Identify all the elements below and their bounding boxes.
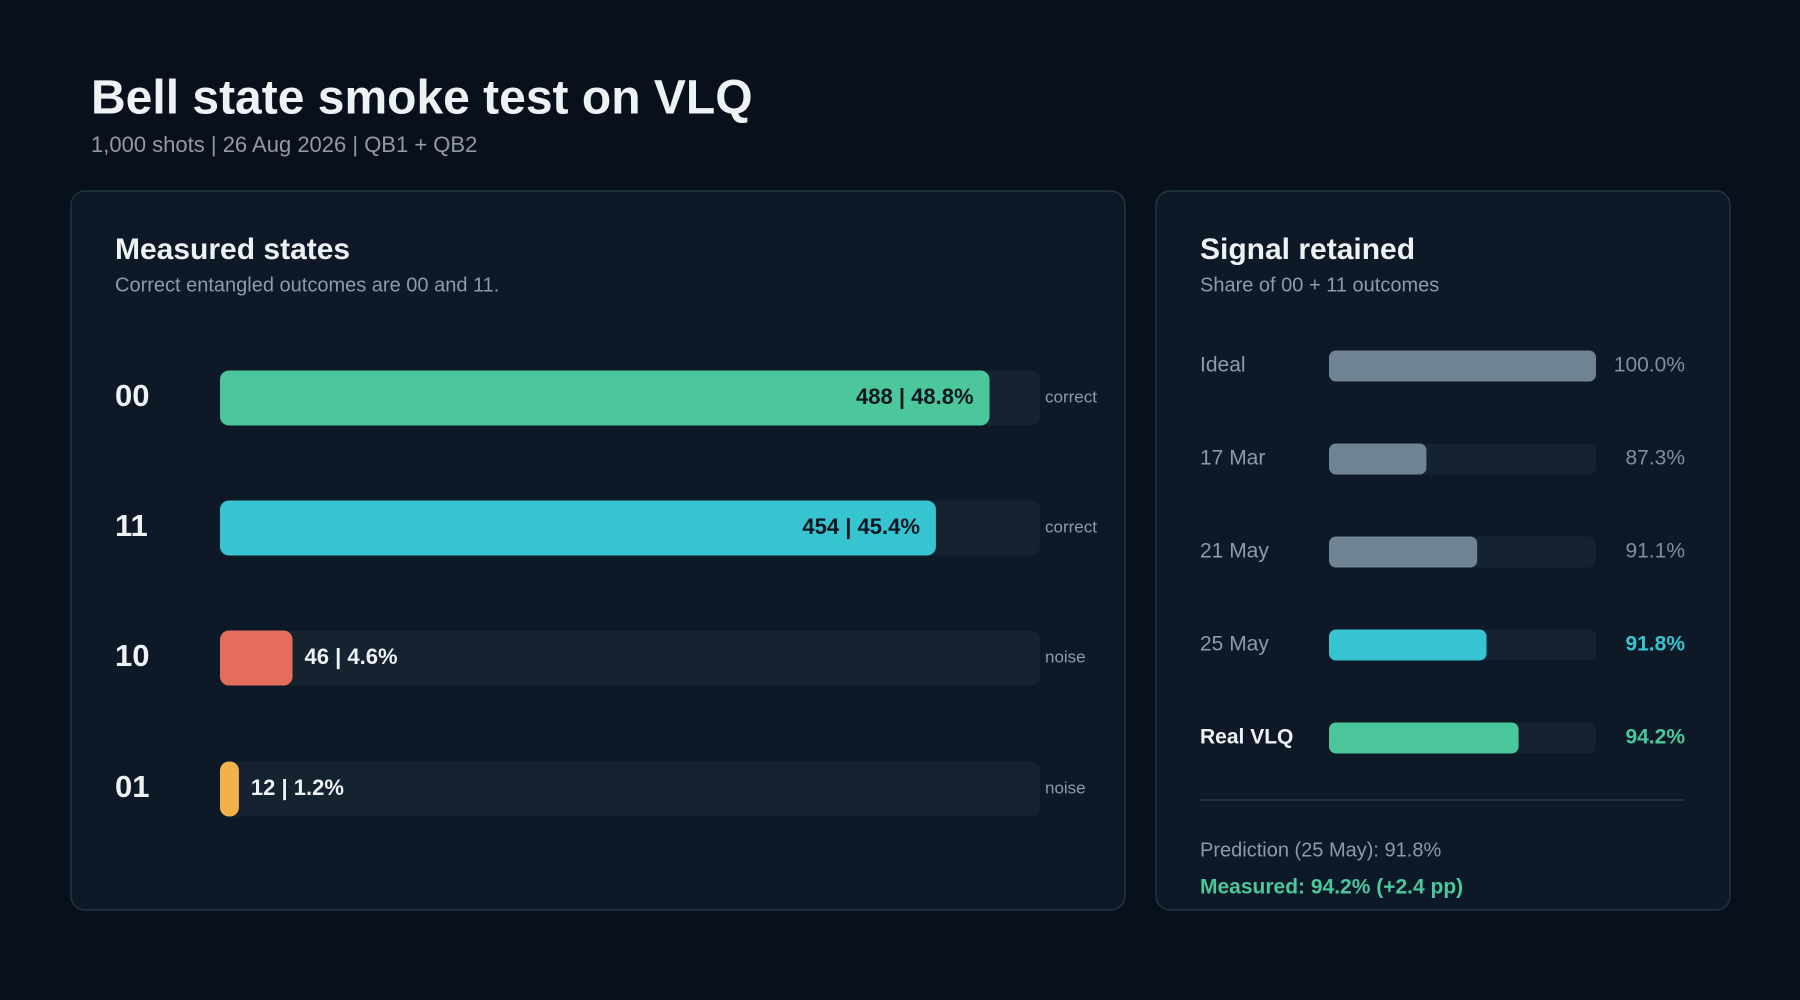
bar — [220, 500, 936, 556]
panel-subtitle: Correct entangled outcomes are 00 and 11… — [115, 274, 499, 296]
share-label: 48.8% — [911, 384, 973, 409]
category-label: 11 — [115, 508, 148, 543]
bar — [220, 761, 239, 817]
bar-label: 488 | 48.8% — [856, 384, 974, 409]
share-label: 1.2% — [294, 775, 344, 800]
bar — [1329, 629, 1487, 661]
bar-label: 454 | 45.4% — [802, 514, 920, 539]
note: Prediction (25 May): 91.8% — [1200, 839, 1441, 861]
tag-label: correct — [1045, 517, 1097, 536]
bar — [1329, 350, 1596, 382]
tag-label: noise — [1045, 778, 1086, 797]
tag-label: correct — [1045, 387, 1097, 406]
count-label: 454 — [802, 514, 839, 539]
bar — [1329, 536, 1478, 568]
category-label: 21 May — [1200, 540, 1269, 563]
bar-label: 12 | 1.2% — [251, 775, 344, 800]
category-label: 25 May — [1200, 633, 1269, 656]
value-label: 100.0% — [1614, 354, 1685, 377]
note: Measured: 94.2% (+2.4 pp) — [1200, 876, 1463, 899]
category-label: 00 — [115, 378, 149, 413]
category-label: Real VLQ — [1200, 726, 1293, 749]
bar — [220, 370, 990, 426]
separator: | — [275, 775, 293, 800]
value-label: 91.8% — [1625, 633, 1685, 656]
separator: | — [839, 514, 857, 539]
bar-label: 46 | 4.6% — [305, 644, 398, 669]
bar-track — [220, 630, 1040, 686]
panel-subtitle: Share of 00 + 11 outcomes — [1200, 274, 1439, 296]
value-label: 91.1% — [1625, 540, 1685, 563]
category-label: 10 — [115, 638, 149, 673]
category-label: Ideal — [1200, 354, 1246, 377]
category-label: 17 Mar — [1200, 447, 1265, 470]
tag-label: noise — [1045, 647, 1086, 666]
separator: | — [893, 384, 911, 409]
category-label: 01 — [115, 769, 149, 804]
separator: | — [329, 644, 347, 669]
share-label: 45.4% — [858, 514, 920, 539]
value-label: 94.2% — [1625, 726, 1685, 749]
count-label: 12 — [251, 775, 275, 800]
page-subtitle: 1,000 shots | 26 Aug 2026 | QB1 + QB2 — [91, 132, 477, 157]
panel-title: Measured states — [115, 233, 350, 266]
count-label: 488 — [856, 384, 893, 409]
page-title: Bell state smoke test on VLQ — [91, 72, 753, 125]
panel-title: Signal retained — [1200, 233, 1415, 266]
bar-track — [220, 761, 1040, 817]
count-label: 46 — [305, 644, 329, 669]
bar — [1329, 722, 1519, 754]
bar — [220, 630, 293, 686]
share-label: 4.6% — [347, 644, 397, 669]
value-label: 87.3% — [1625, 447, 1685, 470]
bar — [1329, 443, 1427, 475]
